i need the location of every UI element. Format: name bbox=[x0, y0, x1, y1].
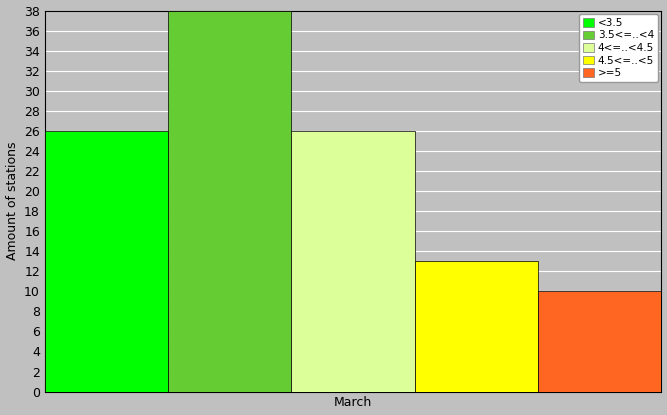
Legend: <3.5, 3.5<=..<4, 4<=..<4.5, 4.5<=..<5, >=5: <3.5, 3.5<=..<4, 4<=..<4.5, 4.5<=..<5, >… bbox=[579, 14, 658, 83]
Bar bbox=[291, 131, 415, 392]
Bar bbox=[415, 261, 538, 392]
Y-axis label: Amount of stations: Amount of stations bbox=[5, 142, 19, 260]
Bar bbox=[168, 10, 291, 392]
Bar bbox=[45, 131, 168, 392]
Bar bbox=[538, 291, 662, 392]
